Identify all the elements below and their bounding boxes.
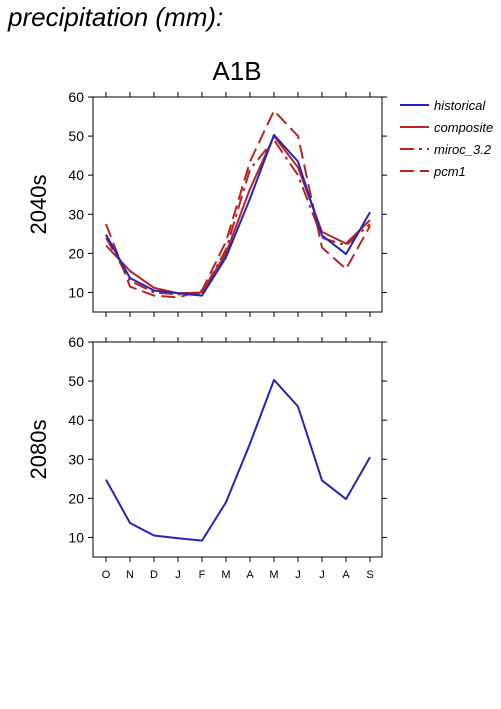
y-tick-label: 60 (68, 89, 84, 105)
x-tick-label: D (150, 569, 158, 581)
x-tick-label: J (175, 569, 181, 581)
chart-legend: historical composite miroc_3.2 pcm1 (400, 98, 493, 179)
y-tick-label: 30 (68, 451, 84, 467)
y-tick-label: 20 (68, 490, 84, 506)
series-line-historical (105, 133, 371, 297)
y-tick-label: 50 (68, 128, 84, 144)
y-tick-label: 10 (68, 529, 84, 545)
y-tick-label: 40 (68, 412, 84, 428)
x-tick-label: M (269, 569, 278, 581)
y-tick-label: 10 (68, 284, 84, 300)
y-tick-label: 20 (68, 245, 84, 261)
y-tick-label: 30 (68, 206, 84, 222)
legend-label-composite: composite (434, 120, 493, 135)
legend-label-miroc_3.2: miroc_3.2 (434, 142, 492, 157)
series-line-composite (105, 135, 371, 295)
y-tick-label: 60 (68, 334, 84, 350)
x-tick-label: F (199, 569, 206, 581)
page-heading: precipitation (mm): (8, 2, 224, 32)
panel-2040s: 10 20 30 40 50 60 2040s (26, 89, 387, 317)
scenario-title: A1B (212, 56, 261, 86)
panel-ylabel: 2040s (26, 175, 51, 235)
x-tick-label: N (126, 569, 134, 581)
chart-panels: 10 20 30 40 50 60 2040s 10 20 30 40 50 60 O N D J F M A M J J A… (26, 89, 387, 581)
series-line-pcm1 (105, 109, 371, 299)
x-tick-label: S (366, 569, 373, 581)
x-tick-label: O (102, 569, 111, 581)
legend-label-historical: historical (434, 98, 486, 113)
x-tick-label: A (246, 569, 254, 581)
plot-frame (92, 96, 383, 313)
x-tick-label: M (221, 569, 230, 581)
x-tick-label: J (295, 569, 301, 581)
plot-frame (92, 341, 383, 558)
y-tick-label: 50 (68, 373, 84, 389)
legend-label-pcm1: pcm1 (433, 164, 466, 179)
panel-ylabel: 2080s (26, 420, 51, 480)
x-tick-label: J (319, 569, 325, 581)
series-line-miroc_3.2 (105, 139, 371, 296)
series-line-historical (105, 378, 371, 542)
y-tick-label: 40 (68, 167, 84, 183)
x-tick-label: A (342, 569, 350, 581)
panel-2080s: 10 20 30 40 50 60 O N D J F M A M J J A S 2080s (26, 334, 387, 581)
